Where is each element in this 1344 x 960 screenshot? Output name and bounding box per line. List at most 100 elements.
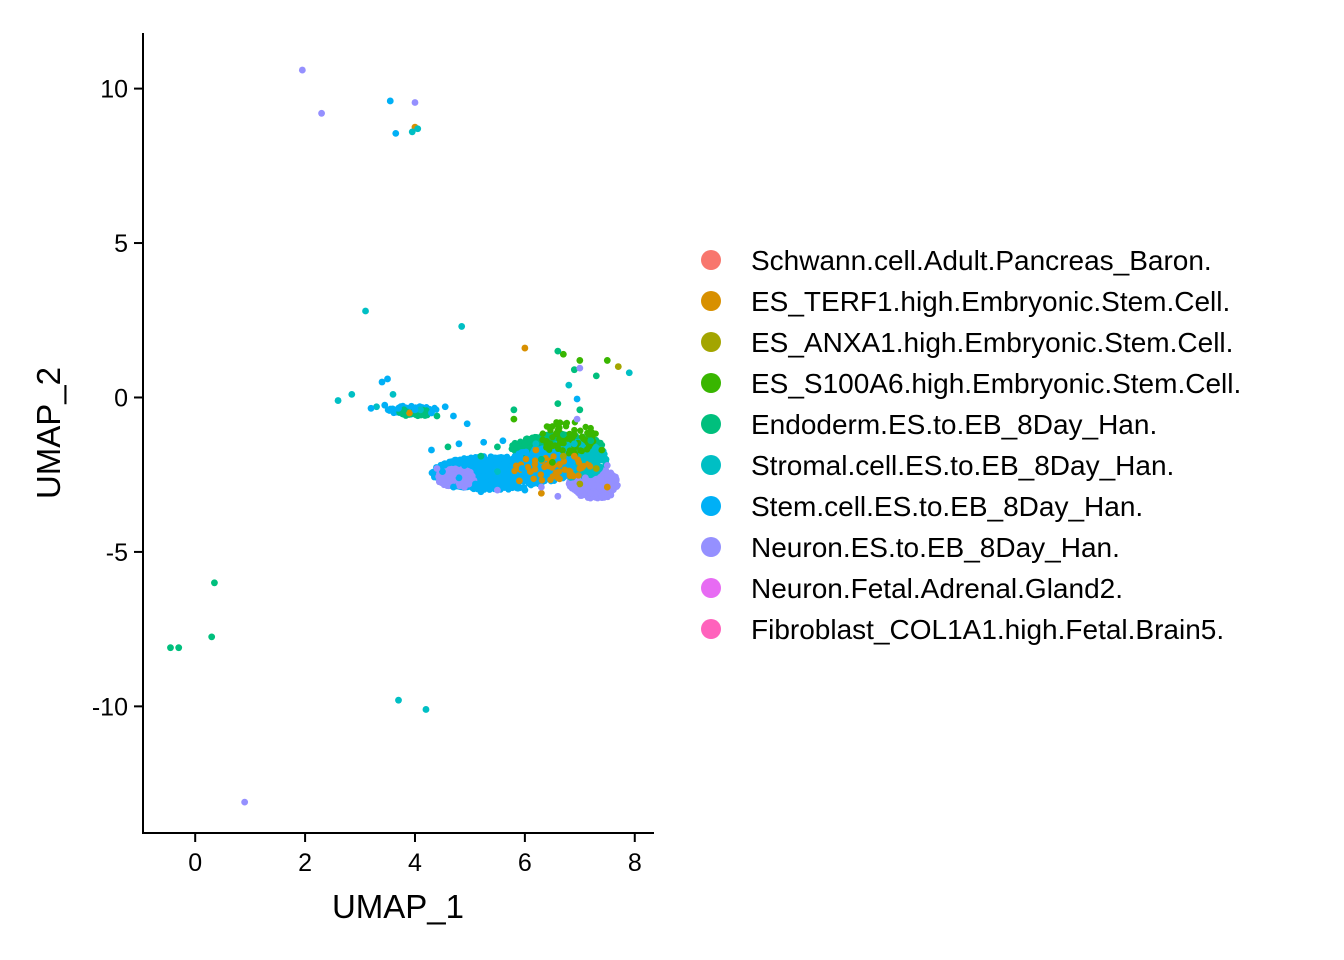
x-tick-label: 0 bbox=[188, 849, 202, 877]
data-point bbox=[450, 412, 457, 420]
legend-swatch bbox=[701, 619, 721, 639]
data-point bbox=[587, 489, 595, 497]
data-point bbox=[408, 128, 416, 136]
legend-label: Endoderm.ES.to.EB_8Day_Han. bbox=[751, 409, 1157, 440]
data-point bbox=[521, 486, 529, 494]
data-point bbox=[411, 99, 419, 106]
data-point bbox=[406, 409, 413, 417]
data-point bbox=[378, 378, 386, 386]
data-point bbox=[441, 403, 449, 411]
data-point bbox=[625, 369, 633, 377]
y-tick-label: 10 bbox=[100, 76, 128, 104]
data-point bbox=[298, 66, 306, 74]
data-point bbox=[510, 415, 518, 423]
data-point bbox=[386, 97, 394, 105]
x-axis-ticks: 0 2 4 6 8 bbox=[188, 833, 642, 877]
data-point bbox=[373, 403, 380, 411]
data-point bbox=[461, 483, 468, 491]
data-point bbox=[504, 483, 512, 491]
legend-swatch bbox=[701, 578, 721, 598]
data-point bbox=[532, 446, 540, 454]
data-point bbox=[532, 440, 540, 448]
data-point bbox=[559, 452, 567, 460]
x-tick-label: 2 bbox=[298, 849, 312, 877]
legend-swatch bbox=[701, 414, 721, 434]
data-point bbox=[477, 488, 485, 496]
dense-point-clouds bbox=[384, 402, 621, 502]
data-point bbox=[211, 579, 218, 587]
data-point bbox=[521, 440, 529, 448]
data-point bbox=[477, 452, 485, 460]
data-point bbox=[587, 455, 595, 463]
data-point bbox=[570, 366, 578, 374]
data-point bbox=[494, 468, 501, 476]
data-point bbox=[573, 415, 581, 423]
data-point bbox=[554, 347, 562, 355]
legend-swatch bbox=[701, 332, 721, 352]
data-point bbox=[518, 465, 526, 472]
data-point bbox=[367, 404, 375, 412]
data-point bbox=[392, 129, 400, 137]
data-point bbox=[521, 344, 529, 352]
legend-label: Fibroblast_COL1A1.high.Fetal.Brain5. bbox=[751, 614, 1224, 645]
data-point bbox=[494, 486, 501, 494]
data-point bbox=[466, 458, 474, 466]
data-point bbox=[515, 477, 523, 485]
data-point bbox=[565, 381, 573, 389]
data-point bbox=[458, 323, 466, 330]
data-point bbox=[576, 465, 584, 472]
x-tick-label: 6 bbox=[518, 849, 532, 877]
data-point bbox=[389, 390, 397, 398]
data-point bbox=[208, 633, 216, 641]
data-point bbox=[384, 375, 391, 383]
data-point bbox=[581, 474, 589, 482]
y-tick-label: 5 bbox=[114, 230, 128, 258]
data-point bbox=[598, 446, 606, 454]
data-point bbox=[417, 406, 424, 414]
data-point bbox=[570, 452, 578, 460]
data-point bbox=[587, 437, 595, 445]
data-point bbox=[570, 483, 578, 491]
data-point bbox=[444, 477, 452, 485]
data-point bbox=[395, 696, 402, 704]
data-point bbox=[573, 395, 581, 403]
data-point bbox=[603, 357, 611, 364]
data-point bbox=[494, 443, 501, 451]
legend-swatch bbox=[701, 250, 721, 270]
data-point bbox=[576, 480, 584, 488]
data-point bbox=[241, 798, 249, 806]
data-point bbox=[480, 438, 488, 446]
data-point bbox=[450, 483, 457, 491]
data-point bbox=[554, 400, 562, 408]
data-point bbox=[472, 480, 479, 488]
data-point bbox=[395, 404, 402, 412]
data-point bbox=[175, 644, 183, 652]
data-point bbox=[570, 440, 578, 448]
data-point bbox=[381, 401, 389, 409]
x-axis-title: UMAP_1 bbox=[332, 888, 464, 925]
x-tick-label: 4 bbox=[408, 849, 422, 877]
data-point bbox=[167, 644, 174, 652]
data-point bbox=[439, 468, 446, 476]
legend-swatch bbox=[701, 496, 721, 516]
legend-swatch bbox=[701, 291, 721, 311]
data-point bbox=[592, 372, 600, 380]
data-point bbox=[592, 465, 600, 472]
legend-label: Stromal.cell.ES.to.EB_8Day_Han. bbox=[751, 450, 1174, 481]
data-point bbox=[598, 492, 606, 500]
data-point bbox=[576, 406, 584, 414]
data-point bbox=[400, 406, 408, 414]
data-point bbox=[455, 440, 463, 448]
data-point bbox=[614, 363, 622, 370]
data-point bbox=[543, 462, 551, 469]
legend-swatch bbox=[701, 373, 721, 393]
data-point bbox=[450, 471, 457, 479]
y-tick-label: 0 bbox=[114, 384, 128, 412]
legend-label: Stem.cell.ES.to.EB_8Day_Han. bbox=[751, 491, 1143, 522]
legend-swatch bbox=[701, 455, 721, 475]
data-point bbox=[603, 483, 611, 491]
data-point bbox=[362, 307, 369, 315]
data-point bbox=[559, 350, 567, 358]
data-point bbox=[603, 462, 611, 469]
legend-label: Neuron.Fetal.Adrenal.Gland2. bbox=[751, 573, 1123, 604]
